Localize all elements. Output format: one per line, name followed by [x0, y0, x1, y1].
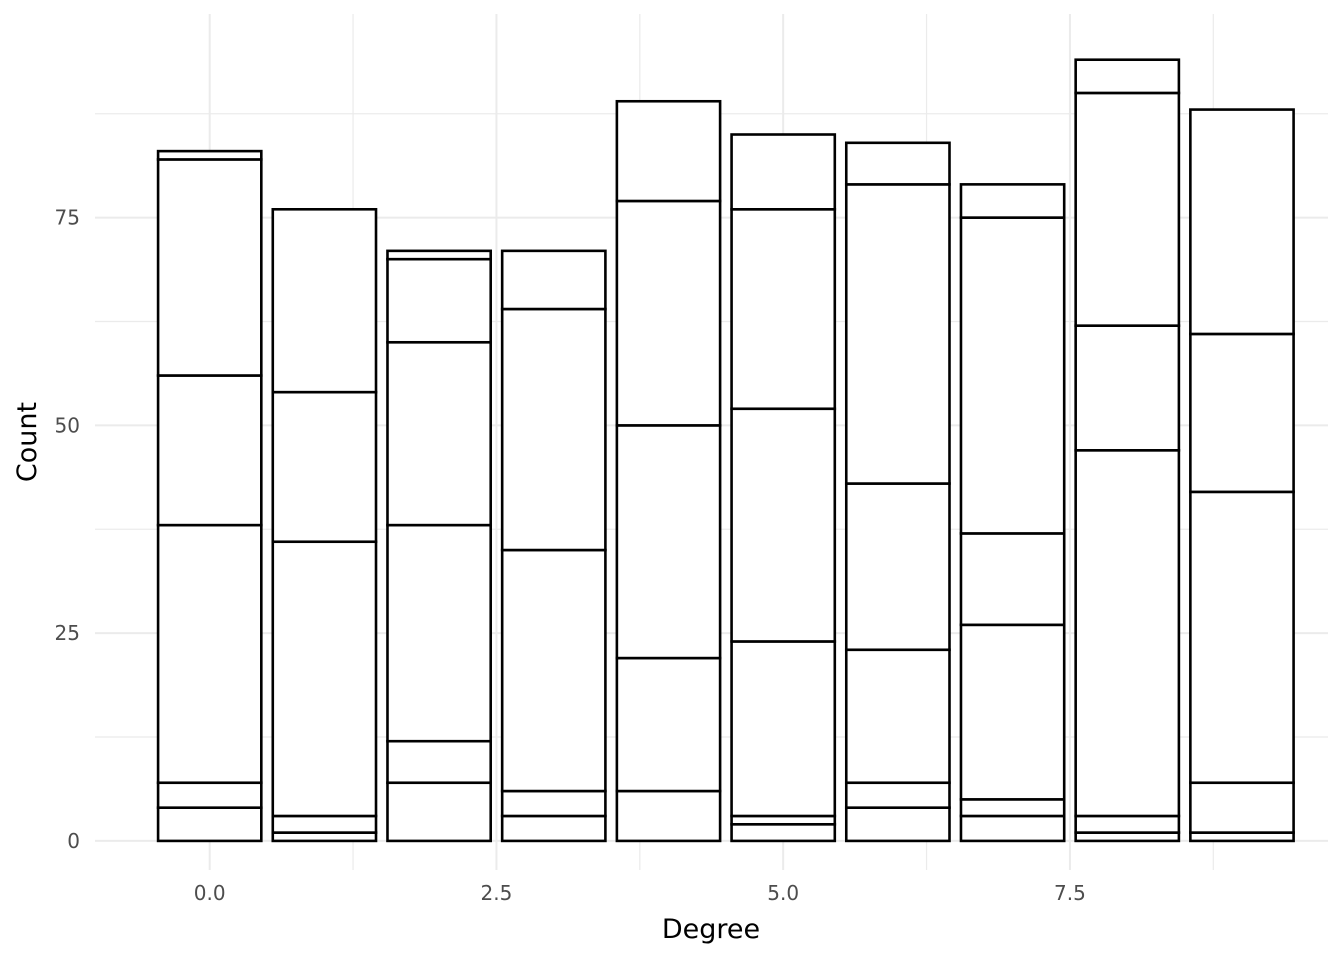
bar-segment	[959, 532, 1066, 627]
bar-segment	[156, 374, 263, 527]
bar-0	[156, 149, 263, 843]
bar-2	[386, 249, 493, 843]
bar-segment	[730, 407, 837, 643]
bar-segment	[844, 648, 951, 785]
bar-segment	[844, 482, 951, 652]
bar-segment	[1189, 490, 1295, 785]
bar-segment	[959, 183, 1066, 219]
bar-segment	[1189, 108, 1295, 336]
bar-segment	[386, 340, 493, 527]
y-tick-label: 0	[67, 829, 80, 853]
bar-segment	[1074, 449, 1181, 818]
bar-segment	[615, 199, 722, 427]
bar-segment	[1074, 58, 1181, 95]
bar-segment	[156, 806, 263, 843]
bar-segment	[615, 789, 722, 843]
bar-segment	[500, 814, 607, 843]
x-tick-label: 2.5	[481, 881, 513, 905]
bar-segment	[500, 307, 607, 552]
bar-segment	[730, 822, 837, 843]
bar-segment	[1189, 781, 1295, 834]
bar-1	[271, 208, 378, 843]
bar-segment	[959, 623, 1066, 801]
bar-segment	[386, 523, 493, 743]
x-tick-label: 7.5	[1054, 881, 1086, 905]
bar-9	[1189, 108, 1295, 843]
bar-segment	[959, 814, 1066, 843]
bar-3	[500, 249, 607, 843]
bar-segment	[386, 781, 493, 843]
x-axis-title: Degree	[662, 914, 760, 945]
y-tick-label: 50	[55, 413, 80, 437]
x-tick-label: 5.0	[767, 881, 799, 905]
bar-segment	[271, 540, 378, 818]
bar-5	[730, 133, 837, 843]
x-axis-tick-labels: 0.0 2.5 5.0 7.5	[194, 881, 1086, 905]
bar-segment	[1074, 324, 1181, 452]
bars	[156, 58, 1295, 843]
bar-segment	[959, 216, 1066, 535]
bar-segment	[1189, 332, 1295, 494]
x-tick-label: 0.0	[194, 881, 226, 905]
bar-segment	[730, 133, 837, 211]
bar-segment	[271, 814, 378, 834]
bar-segment	[271, 208, 378, 394]
bar-segment	[844, 806, 951, 843]
bar-segment	[615, 424, 722, 660]
y-tick-label: 25	[55, 621, 80, 645]
bar-segment	[844, 183, 951, 485]
bar-6	[844, 141, 951, 843]
y-axis-title: Count	[12, 402, 43, 482]
y-tick-label: 75	[55, 206, 80, 230]
bar-segment	[500, 789, 607, 818]
bar-7	[959, 183, 1066, 843]
bar-8	[1074, 58, 1181, 843]
bar-segment	[959, 798, 1066, 818]
bar-segment	[844, 141, 951, 186]
bar-segment	[156, 781, 263, 809]
bar-segment	[844, 781, 951, 809]
bar-segment	[386, 739, 493, 785]
bar-segment	[1074, 91, 1181, 327]
bar-segment	[615, 656, 722, 793]
bar-segment	[156, 158, 263, 377]
bar-segment	[386, 249, 493, 261]
y-axis-tick-labels: 0 25 50 75	[55, 206, 80, 853]
bar-segment	[271, 390, 378, 544]
bar-segment	[500, 548, 607, 793]
bar-4	[615, 99, 722, 843]
bar-segment	[156, 149, 263, 161]
bar-segment	[386, 257, 493, 344]
bar-segment	[615, 99, 722, 203]
bar-segment	[1074, 814, 1181, 834]
bar-segment	[730, 208, 837, 411]
bar-segment	[156, 523, 263, 785]
bar-segment	[730, 640, 837, 818]
bar-segment	[500, 249, 607, 311]
